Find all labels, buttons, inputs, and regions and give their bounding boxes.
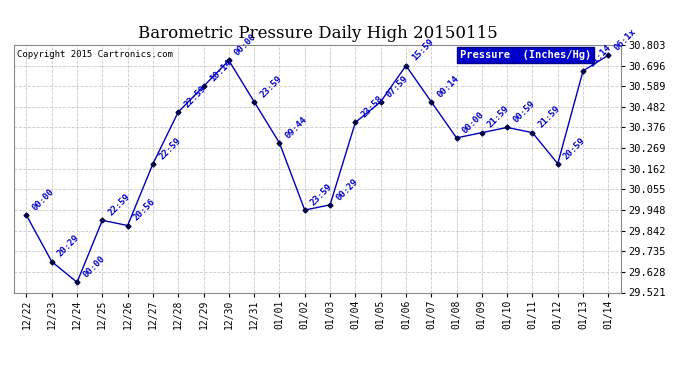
- Text: 10:14: 10:14: [208, 58, 233, 84]
- Text: 00:59: 00:59: [511, 99, 537, 124]
- Text: 22:59: 22:59: [157, 136, 182, 161]
- Text: 00:00: 00:00: [461, 110, 486, 135]
- Text: 21:59: 21:59: [537, 105, 562, 130]
- Text: 23:58: 23:58: [359, 94, 385, 120]
- Text: 22:59: 22:59: [106, 192, 132, 217]
- Text: Copyright 2015 Cartronics.com: Copyright 2015 Cartronics.com: [17, 50, 172, 59]
- Text: 21:14: 21:14: [587, 43, 613, 68]
- Text: 09:44: 09:44: [284, 115, 309, 140]
- Text: 00:00: 00:00: [233, 32, 258, 58]
- Text: 00:29: 00:29: [334, 177, 359, 202]
- Text: 07:59: 07:59: [385, 74, 410, 99]
- Text: 21:59: 21:59: [486, 105, 511, 130]
- Text: 22:59: 22:59: [182, 84, 208, 109]
- Text: 23:59: 23:59: [258, 74, 284, 99]
- Title: Barometric Pressure Daily High 20150115: Barometric Pressure Daily High 20150115: [137, 25, 497, 42]
- Text: 20:59: 20:59: [562, 136, 587, 161]
- Text: 23:59: 23:59: [309, 182, 334, 207]
- Text: 00:14: 00:14: [435, 74, 461, 99]
- Text: 00:00: 00:00: [81, 254, 106, 279]
- Text: 20:56: 20:56: [132, 197, 157, 223]
- Text: 06:1x: 06:1x: [613, 27, 638, 52]
- Text: 00:00: 00:00: [30, 187, 56, 213]
- Text: 15:59: 15:59: [410, 38, 435, 63]
- Text: 20:29: 20:29: [56, 234, 81, 259]
- Text: Pressure  (Inches/Hg): Pressure (Inches/Hg): [460, 50, 591, 60]
